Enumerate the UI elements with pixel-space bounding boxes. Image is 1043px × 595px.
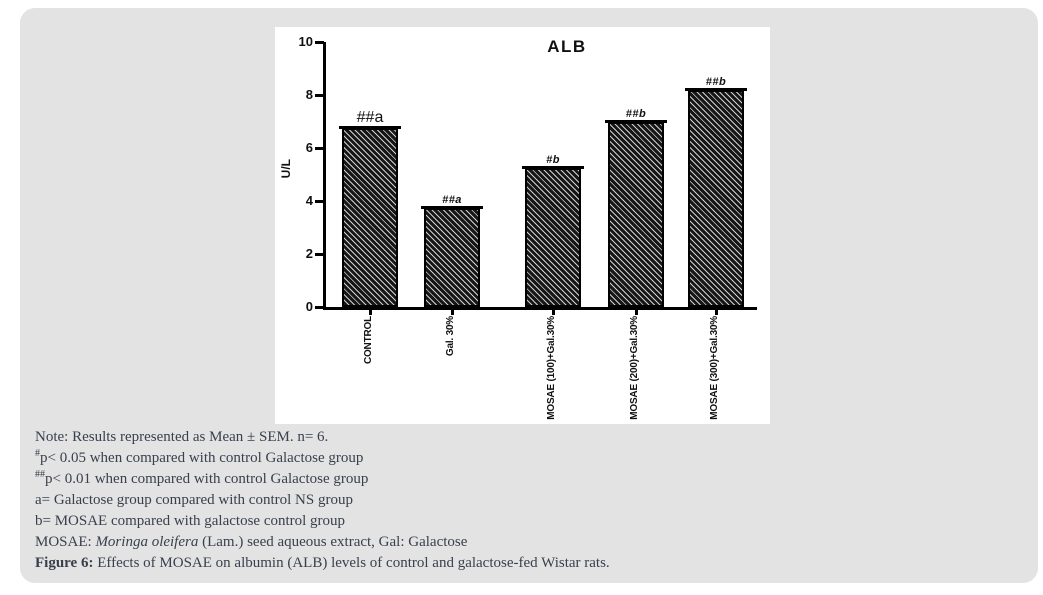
bar-error-cap — [421, 205, 483, 209]
note-text: (Lam.) seed aqueous extract, Gal: Galact… — [198, 534, 468, 550]
x-tick — [715, 308, 718, 315]
note-text: p< 0.01 when compared with control Galac… — [45, 471, 369, 487]
x-tick — [451, 308, 454, 315]
y-axis-label: U/L — [279, 159, 293, 179]
superscript-marker: # — [35, 448, 40, 459]
y-tick — [315, 94, 324, 97]
bar-error-cap — [605, 119, 667, 123]
y-tick — [315, 41, 324, 44]
bar-annotation: ##a — [442, 193, 462, 206]
bar — [525, 167, 581, 307]
note-text: p< 0.05 when compared with control Galac… — [40, 450, 364, 466]
bar-annotation: ##b — [625, 107, 647, 120]
bar-error-cap — [339, 126, 401, 130]
x-axis-line — [323, 307, 757, 310]
y-tick — [315, 200, 324, 203]
bar — [342, 128, 398, 307]
bar-annotation: ##a — [356, 109, 384, 127]
y-tick — [315, 147, 324, 150]
x-tick-label: MOSAE (200)+Gal.30% — [629, 316, 640, 420]
bar-error-cap — [522, 165, 584, 169]
bar — [424, 207, 480, 307]
note-text: Figure 6: — [35, 555, 94, 571]
chart-title: ALB — [547, 37, 587, 56]
y-tick-label: 6 — [305, 139, 313, 155]
superscript-marker: ## — [35, 469, 45, 480]
y-axis-line — [323, 42, 326, 310]
x-tick — [369, 308, 372, 315]
note-line: b= MOSAE compared with galactose control… — [35, 511, 1015, 532]
note-text: Moringa oleifera — [95, 534, 199, 550]
bar — [688, 89, 744, 307]
y-tick-label: 0 — [305, 298, 313, 314]
chart-panel: ALB U/L 0 2 4 6 8 10 ##a CONTROL ##a Gal. 30% #b MO… — [275, 27, 770, 424]
x-tick — [635, 308, 638, 315]
note-line: Note: Results represented as Mean ± SEM.… — [35, 427, 1015, 448]
y-tick — [315, 306, 324, 309]
note-text: Effects of MOSAE on albumin (ALB) levels… — [93, 555, 610, 571]
x-tick-label: MOSAE (300)+Gal.30% — [709, 316, 720, 420]
note-text: a= Galactose group compared with control… — [35, 492, 353, 508]
note-line: a= Galactose group compared with control… — [35, 490, 1015, 511]
note-text: b= MOSAE compared with galactose control… — [35, 513, 346, 529]
y-tick-label: 4 — [305, 192, 313, 208]
note-text: MOSAE: — [35, 534, 96, 550]
bar-error-cap — [685, 87, 747, 91]
figure-notes: Note: Results represented as Mean ± SEM.… — [35, 427, 1015, 574]
y-tick-label: 2 — [305, 245, 313, 261]
y-tick-label: 10 — [298, 33, 313, 49]
note-line: MOSAE: Moringa oleifera (Lam.) seed aque… — [35, 532, 1015, 553]
bar-annotation: ##b — [705, 75, 727, 88]
bar-annotation: #b — [546, 153, 560, 166]
figure-caption: Figure 6: Effects of MOSAE on albumin (A… — [35, 553, 1015, 574]
figure-card: ALB U/L 0 2 4 6 8 10 ##a CONTROL ##a Gal. 30% #b MO… — [20, 8, 1038, 583]
note-line: ##p< 0.01 when compared with control Gal… — [35, 469, 1015, 490]
x-tick-label: CONTROL — [363, 316, 374, 365]
note-text: Note: Results represented as Mean ± SEM.… — [35, 429, 329, 445]
x-tick — [552, 308, 555, 315]
x-tick-label: Gal. 30% — [445, 316, 456, 357]
bar — [608, 121, 664, 307]
y-tick — [315, 253, 324, 256]
x-tick-label: MOSAE (100)+Gal.30% — [546, 316, 557, 420]
note-line: #p< 0.05 when compared with control Gala… — [35, 448, 1015, 469]
y-tick-label: 8 — [305, 86, 313, 102]
